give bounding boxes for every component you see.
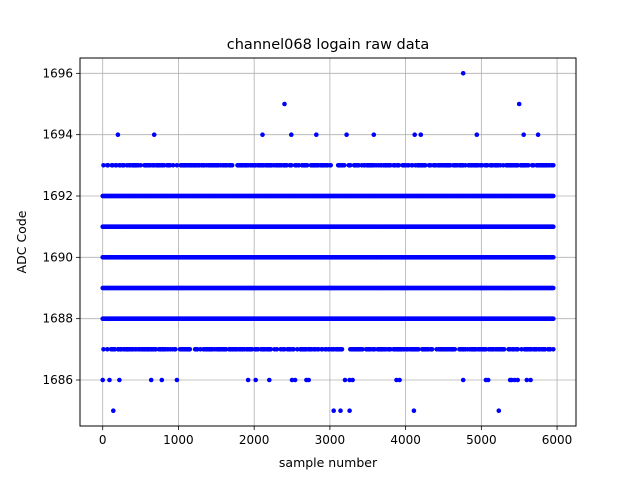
data-point	[416, 347, 421, 352]
y-tick-label: 1696	[42, 66, 73, 80]
y-axis-ticks: 1686 1688 1690 1692 1694 1696	[42, 66, 80, 387]
y-tick-label: 1690	[42, 250, 73, 264]
data-point	[268, 347, 274, 352]
data-point	[350, 377, 355, 383]
x-tick-label: 0	[99, 433, 107, 447]
data-point	[306, 377, 312, 383]
data-point	[348, 163, 353, 168]
data-point	[338, 408, 343, 414]
data-point	[170, 163, 176, 168]
data-point	[344, 132, 349, 137]
data-points	[100, 71, 556, 414]
data-point	[174, 377, 180, 383]
data-point	[105, 163, 111, 168]
data-point	[551, 224, 556, 229]
data-point	[111, 408, 116, 414]
x-tick-label: 6000	[542, 433, 573, 447]
data-point	[267, 377, 272, 383]
data-point	[174, 163, 180, 168]
data-point	[292, 377, 298, 383]
data-point	[551, 254, 556, 260]
data-point	[107, 377, 112, 383]
data-point	[159, 377, 165, 383]
data-point	[551, 163, 556, 168]
data-point	[452, 347, 458, 352]
x-axis-ticks: 0 1000 2000 3000 4000 5000 6000	[99, 426, 572, 447]
data-point	[474, 132, 480, 137]
data-point	[339, 347, 345, 352]
y-tick-label: 1692	[42, 189, 73, 203]
x-tick-label: 4000	[390, 433, 421, 447]
data-point	[331, 408, 337, 414]
data-point	[342, 163, 347, 168]
x-tick-label: 3000	[315, 433, 346, 447]
x-tick-label: 5000	[466, 433, 497, 447]
data-point	[524, 377, 530, 383]
data-point	[535, 132, 541, 137]
chart-title: channel068 logain raw data	[227, 37, 429, 53]
data-point	[360, 347, 365, 352]
data-point	[105, 347, 110, 352]
data-point	[496, 408, 502, 414]
data-point	[274, 347, 280, 352]
data-point	[117, 377, 122, 383]
data-point	[423, 163, 428, 168]
data-point	[289, 163, 294, 168]
data-point	[521, 132, 526, 137]
data-point	[342, 377, 348, 383]
data-point	[460, 377, 466, 383]
data-point	[412, 132, 418, 137]
x-axis-label: sample number	[279, 455, 378, 470]
x-tick-label: 2000	[239, 433, 270, 447]
data-point	[229, 163, 235, 168]
y-axis-label: ADC Code	[14, 210, 29, 273]
data-point	[291, 347, 296, 352]
data-point	[138, 163, 143, 168]
data-point	[551, 193, 556, 199]
data-point	[304, 163, 310, 168]
data-point	[396, 163, 402, 168]
data-point	[460, 71, 466, 76]
x-tick-label: 1000	[163, 433, 194, 447]
plot-frame	[79, 57, 577, 427]
data-point	[314, 132, 319, 137]
data-point	[418, 132, 424, 137]
y-tick-label: 1694	[42, 128, 73, 142]
data-point	[371, 132, 377, 137]
data-point	[148, 377, 154, 383]
data-point	[115, 132, 121, 137]
data-point	[515, 377, 520, 383]
data-point	[289, 132, 294, 137]
data-point	[101, 347, 106, 352]
data-point	[328, 163, 334, 168]
data-point	[501, 347, 507, 352]
data-point	[515, 347, 520, 352]
data-point	[397, 377, 402, 383]
data-point	[551, 347, 556, 352]
data-point	[100, 377, 105, 383]
data-point	[282, 101, 287, 107]
data-point	[516, 101, 522, 107]
data-point	[260, 132, 265, 137]
y-tick-label: 1686	[42, 373, 73, 387]
data-point	[253, 377, 258, 383]
data-point	[485, 377, 491, 383]
data-point	[245, 377, 251, 383]
data-point	[528, 377, 533, 383]
data-point	[101, 163, 106, 168]
data-point	[411, 408, 417, 414]
data-point	[347, 408, 352, 414]
data-point	[551, 316, 556, 322]
data-point	[173, 347, 178, 352]
y-tick-label: 1688	[42, 312, 73, 326]
data-point	[526, 163, 531, 168]
data-point	[187, 347, 193, 352]
data-point	[151, 132, 157, 137]
data-point	[551, 285, 556, 291]
data-point	[429, 347, 435, 352]
